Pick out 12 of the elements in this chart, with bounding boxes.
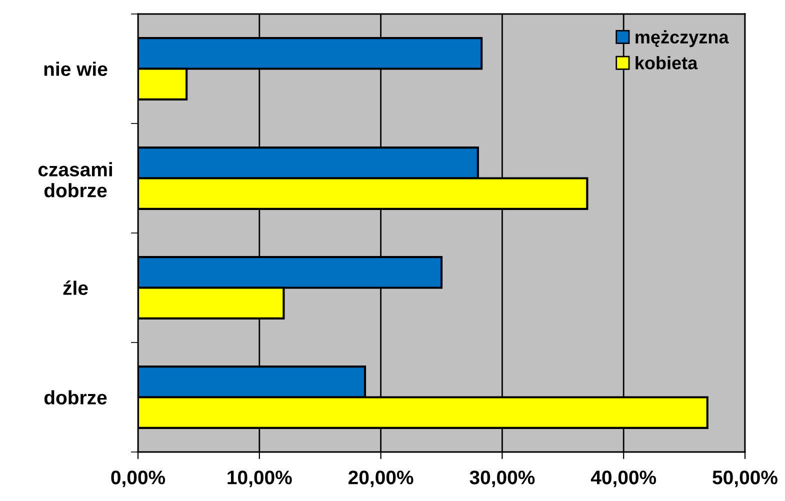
y-tick-label: dobrze — [44, 390, 107, 404]
x-tick-label: 40,00% — [590, 470, 656, 488]
y-tick-label: czasami dobrze — [38, 162, 112, 198]
y-tick-label: nie wie — [44, 62, 108, 76]
y-tick-label: źle — [63, 280, 88, 295]
legend-label: mężczyzna — [636, 30, 729, 48]
legend-label: kobieta — [636, 56, 698, 70]
x-tick-label: 0,00% — [111, 470, 166, 488]
x-tick-label: 20,00% — [348, 470, 414, 488]
x-tick-label: 50,00% — [712, 470, 778, 488]
x-tick-label: 30,00% — [470, 470, 535, 488]
x-tick-label: 10,00% — [228, 470, 292, 488]
